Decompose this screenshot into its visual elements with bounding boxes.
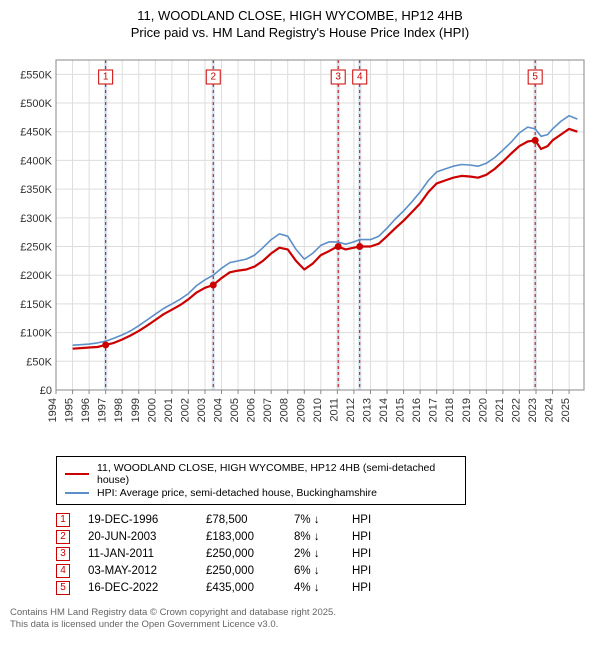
svg-text:2020: 2020 [477,398,489,422]
svg-text:1995: 1995 [64,398,76,422]
svg-text:2023: 2023 [527,398,539,422]
transaction-date: 11-JAN-2011 [88,548,188,560]
transaction-pct: 6% ↓ [294,565,334,577]
transaction-row: 2 20-JUN-2003 £183,000 8% ↓ HPI [56,530,590,544]
transaction-price: £250,000 [206,565,276,577]
svg-text:2010: 2010 [312,398,324,422]
transaction-hpi: HPI [352,565,392,577]
svg-text:£50K: £50K [26,356,52,368]
svg-text:2019: 2019 [461,398,473,422]
svg-text:2021: 2021 [494,398,506,422]
svg-text:£500K: £500K [20,98,52,110]
chart-svg: £0 £50K £100K £150K £200K £250K £300K £350K £400… [10,50,590,450]
transaction-date: 03-MAY-2012 [88,565,188,577]
svg-text:1996: 1996 [80,398,92,422]
transaction-price: £78,500 [206,514,276,526]
legend: 11, WOODLAND CLOSE, HIGH WYCOMBE, HP12 4… [56,456,466,505]
svg-text:2007: 2007 [262,398,274,422]
chart-container: 11, WOODLAND CLOSE, HIGH WYCOMBE, HP12 4… [0,0,600,639]
legend-swatch [65,492,89,494]
svg-text:2008: 2008 [279,398,291,422]
svg-text:2018: 2018 [444,398,456,422]
svg-text:2017: 2017 [428,398,440,422]
svg-text:2004: 2004 [213,398,225,422]
svg-text:£300K: £300K [20,213,52,225]
svg-text:2024: 2024 [544,398,556,422]
svg-text:2022: 2022 [510,398,522,422]
svg-text:4: 4 [357,71,363,82]
svg-text:2006: 2006 [246,398,258,422]
title-line-1: 11, WOODLAND CLOSE, HIGH WYCOMBE, HP12 4… [10,8,590,25]
footer: Contains HM Land Registry data © Crown c… [10,607,590,632]
svg-text:1994: 1994 [47,398,59,422]
transaction-row: 4 03-MAY-2012 £250,000 6% ↓ HPI [56,564,590,578]
title-block: 11, WOODLAND CLOSE, HIGH WYCOMBE, HP12 4… [10,8,590,42]
chart: £0 £50K £100K £150K £200K £250K £300K £350K £400… [10,50,590,450]
svg-text:£150K: £150K [20,299,52,311]
svg-text:1: 1 [103,71,109,82]
transaction-marker: 3 [56,547,70,561]
transaction-row: 1 19-DEC-1996 £78,500 7% ↓ HPI [56,513,590,527]
svg-text:2011: 2011 [328,398,340,422]
svg-text:£450K: £450K [20,127,52,139]
transaction-marker: 2 [56,530,70,544]
transaction-date: 19-DEC-1996 [88,514,188,526]
transaction-marker: 1 [56,513,70,527]
title-line-2: Price paid vs. HM Land Registry's House … [10,25,590,42]
transaction-hpi: HPI [352,582,392,594]
svg-text:2009: 2009 [295,398,307,422]
transaction-row: 5 16-DEC-2022 £435,000 4% ↓ HPI [56,581,590,595]
svg-text:2014: 2014 [378,398,390,422]
svg-text:1998: 1998 [113,398,125,422]
transaction-marker: 5 [56,581,70,595]
svg-text:£0: £0 [40,385,52,397]
svg-text:2003: 2003 [196,398,208,422]
legend-item: 11, WOODLAND CLOSE, HIGH WYCOMBE, HP12 4… [65,462,457,486]
transaction-price: £435,000 [206,582,276,594]
legend-label: 11, WOODLAND CLOSE, HIGH WYCOMBE, HP12 4… [97,462,457,486]
svg-text:2001: 2001 [163,398,175,422]
footer-line-2: This data is licensed under the Open Gov… [10,619,590,631]
svg-text:1999: 1999 [130,398,142,422]
svg-text:£200K: £200K [20,270,52,282]
svg-text:2016: 2016 [411,398,423,422]
transactions-table: 1 19-DEC-1996 £78,500 7% ↓ HPI 2 20-JUN-2003 £1… [56,513,590,595]
svg-text:2002: 2002 [179,398,191,422]
svg-text:5: 5 [532,71,538,82]
svg-text:2025: 2025 [560,398,572,422]
svg-text:£350K: £350K [20,184,52,196]
transaction-pct: 7% ↓ [294,514,334,526]
svg-text:2000: 2000 [146,398,158,422]
svg-text:2013: 2013 [361,398,373,422]
transaction-pct: 2% ↓ [294,548,334,560]
transaction-date: 16-DEC-2022 [88,582,188,594]
svg-text:3: 3 [335,71,341,82]
transaction-marker: 4 [56,564,70,578]
svg-text:£100K: £100K [20,327,52,339]
svg-text:1997: 1997 [97,398,109,422]
svg-text:2012: 2012 [345,398,357,422]
transaction-pct: 4% ↓ [294,582,334,594]
legend-item: HPI: Average price, semi-detached house,… [65,487,457,499]
transaction-hpi: HPI [352,548,392,560]
transaction-row: 3 11-JAN-2011 £250,000 2% ↓ HPI [56,547,590,561]
svg-text:£250K: £250K [20,241,52,253]
svg-text:2: 2 [210,71,216,82]
svg-text:£550K: £550K [20,69,52,81]
svg-text:2005: 2005 [229,398,241,422]
svg-text:£400K: £400K [20,155,52,167]
footer-line-1: Contains HM Land Registry data © Crown c… [10,607,590,619]
transaction-price: £183,000 [206,531,276,543]
transaction-date: 20-JUN-2003 [88,531,188,543]
legend-label: HPI: Average price, semi-detached house,… [97,487,377,499]
transaction-hpi: HPI [352,531,392,543]
transaction-pct: 8% ↓ [294,531,334,543]
legend-swatch [65,473,89,476]
svg-text:2015: 2015 [395,398,407,422]
transaction-hpi: HPI [352,514,392,526]
transaction-price: £250,000 [206,548,276,560]
